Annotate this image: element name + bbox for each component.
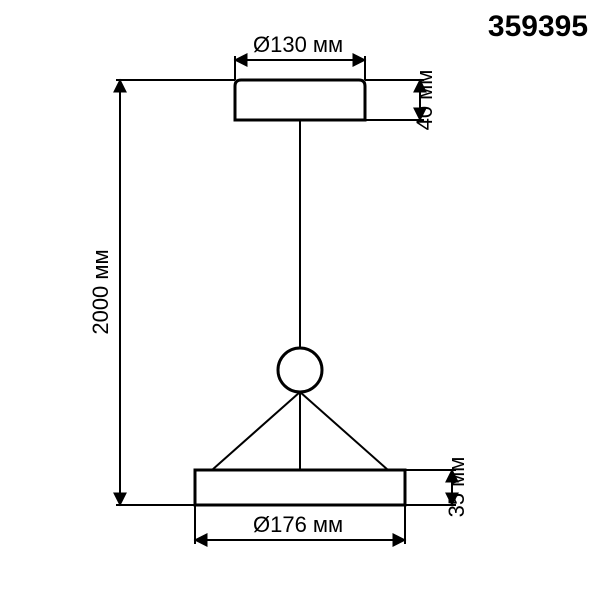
canopy-height-label: 40 мм	[412, 70, 437, 131]
dim-total-height: 2000 мм	[88, 80, 235, 505]
dim-canopy-height: 40 мм	[365, 70, 437, 131]
canopy	[235, 80, 365, 120]
canopy-diameter-label: Ø130 мм	[253, 32, 343, 57]
ball-joint	[278, 348, 322, 392]
lamp-outline	[195, 80, 405, 505]
shade-height-label: 35 мм	[444, 457, 469, 518]
total-height-label: 2000 мм	[88, 249, 113, 334]
dim-canopy-diameter: Ø130 мм	[235, 32, 365, 80]
shade-diameter-label: Ø176 мм	[253, 512, 343, 537]
pendant-lamp-diagram: 359395 Ø130 мм 40 мм 2000 мм	[0, 0, 600, 600]
spoke	[300, 392, 388, 470]
dim-shade-height: 35 мм	[405, 457, 469, 518]
spoke	[212, 392, 300, 470]
dim-shade-diameter: Ø176 мм	[195, 505, 405, 544]
product-number: 359395	[488, 10, 588, 43]
shade	[195, 470, 405, 505]
